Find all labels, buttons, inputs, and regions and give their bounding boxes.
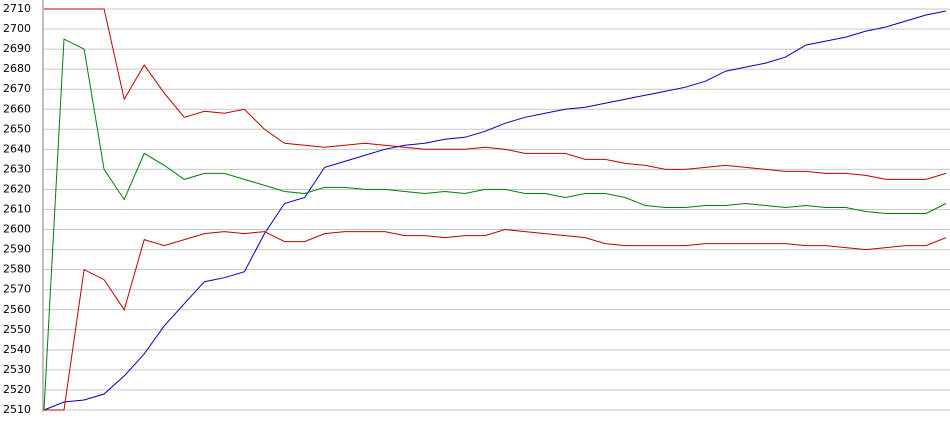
y-tick-label: 2710	[3, 2, 31, 15]
y-tick-label: 2650	[3, 122, 31, 135]
y-tick-label: 2690	[3, 42, 31, 55]
line-series	[43, 38, 947, 411]
y-tick-label: 2540	[3, 343, 31, 356]
y-tick-label: 2520	[3, 383, 31, 396]
line-series	[44, 228, 947, 411]
y-tick-label: 2610	[3, 203, 31, 216]
y-tick-label: 2590	[3, 243, 31, 256]
y-tick-label: 2530	[3, 363, 31, 376]
y-tick-label: 2680	[3, 62, 31, 75]
y-tick-label: 2670	[3, 82, 31, 95]
y-tick-label: 2640	[3, 142, 31, 155]
y-tick-label: 2580	[3, 263, 31, 276]
line-series	[44, 8, 947, 180]
y-tick-label: 2660	[3, 102, 31, 115]
y-tick-label: 2560	[3, 303, 31, 316]
y-tick-label: 2550	[3, 323, 31, 336]
y-tick-label: 2630	[3, 162, 31, 175]
y-tick-label: 2600	[3, 223, 31, 236]
y-tick-label: 2510	[3, 403, 31, 416]
y-tick-label: 2700	[3, 22, 31, 35]
line-series	[43, 10, 947, 411]
y-tick-label: 2570	[3, 283, 31, 296]
y-tick-label: 2620	[3, 182, 31, 195]
